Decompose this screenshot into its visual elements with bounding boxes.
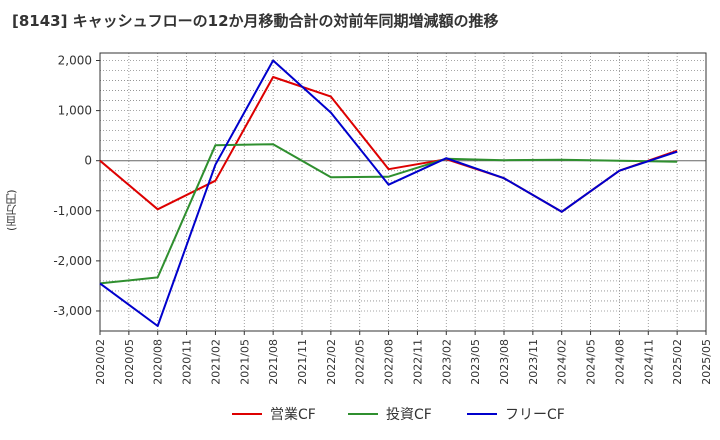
- chart-title: [8143] キャッシュフローの12か月移動合計の対前年同期増減額の推移: [12, 12, 499, 30]
- plot-frame: [99, 52, 707, 332]
- legend-label: フリーCF: [505, 407, 565, 423]
- x-tick-label: 2025/05: [700, 339, 713, 385]
- series-line: [99, 143, 678, 285]
- x-tick-label: 2023/05: [469, 339, 482, 385]
- legend-item: フリーCF: [467, 404, 565, 424]
- x-tick-label: 2023/11: [527, 339, 540, 385]
- legend-label: 投資CF: [386, 407, 432, 423]
- x-tick-label: 2024/05: [585, 339, 598, 385]
- x-tick-label: 2023/08: [498, 339, 511, 385]
- legend-item: 営業CF: [232, 404, 316, 424]
- series-line: [99, 59, 678, 327]
- x-tick-label: 2021/02: [209, 339, 222, 385]
- x-tick-label: 2024/11: [642, 339, 655, 385]
- legend-item: 投資CF: [348, 404, 432, 424]
- y-tick-label: 2,000: [58, 54, 92, 68]
- x-tick-label: 2020/05: [123, 339, 136, 385]
- x-tick-label: 2021/08: [267, 339, 280, 385]
- x-tick-label: 2023/02: [440, 339, 453, 385]
- legend-swatch: [232, 413, 262, 415]
- y-tick-label: -2,000: [53, 254, 92, 268]
- y-tick-label: -3,000: [53, 304, 92, 318]
- x-tick-label: 2020/08: [152, 339, 165, 385]
- x-tick-label: 2021/05: [238, 339, 251, 385]
- x-tick-label: 2021/11: [296, 339, 309, 385]
- y-tick-label: 0: [84, 154, 92, 168]
- x-tick-label: 2022/08: [383, 339, 396, 385]
- y-tick-label: -1,000: [53, 204, 92, 218]
- legend: 営業CF 投資CF フリーCF: [0, 404, 720, 428]
- x-tick-label: 2022/05: [354, 339, 367, 385]
- x-tick-label: 2025/02: [671, 339, 684, 385]
- x-tick-label: 2024/08: [613, 339, 626, 385]
- y-tick-label: 1,000: [58, 104, 92, 118]
- x-tick-label: 2020/11: [181, 339, 194, 385]
- x-tick-label: 2022/11: [411, 339, 424, 385]
- legend-swatch: [348, 413, 378, 415]
- x-tick-label: 2022/02: [325, 339, 338, 385]
- legend-swatch: [467, 413, 497, 415]
- x-tick-label: 2020/02: [94, 339, 107, 385]
- legend-label: 営業CF: [270, 407, 316, 423]
- x-tick-label: 2024/02: [556, 339, 569, 385]
